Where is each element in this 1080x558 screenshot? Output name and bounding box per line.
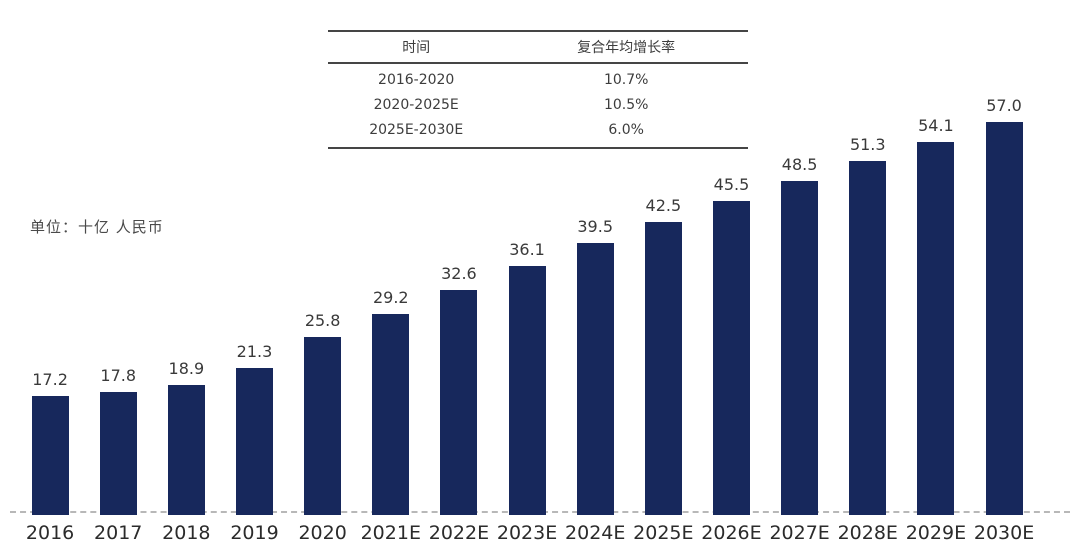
bar-plot: 17.2 17.8 18.9 21.3 25.8 29.2 32.6 36.1 39.5 42.5… bbox=[16, 0, 1038, 515]
bar bbox=[508, 266, 546, 515]
cagr-table-row: 2016-2020 10.7% bbox=[328, 67, 748, 92]
x-axis-label: 2016 bbox=[25, 522, 75, 544]
x-axis-label: 2028E bbox=[837, 522, 898, 544]
x-axis-label: 2023E bbox=[496, 522, 558, 544]
x-axis-labels: 2016 2017 2018 2019 2020 2021E 2022E 2023E 2024E… bbox=[16, 522, 1038, 544]
bar-group: 25.8 bbox=[289, 311, 357, 515]
bar-value-label: 51.3 bbox=[849, 135, 886, 154]
unit-label: 单位：十亿 人民币 bbox=[30, 218, 164, 236]
bar-value-label: 57.0 bbox=[986, 96, 1022, 115]
bar-value-label: 18.9 bbox=[168, 359, 205, 378]
cagr-period-cell: 2020-2025E bbox=[373, 96, 459, 113]
cagr-table-header-cagr: 复合年均增长率 bbox=[577, 40, 676, 56]
cagr-value-cell: 6.0% bbox=[608, 121, 644, 138]
x-axis-label: 2019 bbox=[230, 522, 279, 544]
bar-value-label: 21.3 bbox=[236, 342, 273, 361]
x-axis-label: 2024E bbox=[565, 522, 626, 544]
cagr-table-row: 2025E-2030E 6.0% bbox=[328, 117, 748, 142]
bar-value-label: 45.5 bbox=[713, 175, 750, 194]
bar-value-label: 36.1 bbox=[509, 240, 545, 259]
bar-group: 42.5 bbox=[629, 196, 697, 515]
x-axis-label: 2022E bbox=[428, 522, 490, 544]
bar-group: 45.5 bbox=[697, 175, 765, 515]
bar bbox=[372, 314, 410, 515]
bar-group: 29.2 bbox=[357, 288, 425, 515]
cagr-value-cell: 10.7% bbox=[603, 71, 649, 88]
cagr-table-row: 2020-2025E 10.5% bbox=[328, 92, 748, 117]
cagr-table: 时间 复合年均增长率 2016-2020 10.7% 2020-2025E 10.5%… bbox=[328, 30, 748, 149]
bar-value-label: 39.5 bbox=[577, 217, 613, 236]
bar bbox=[167, 385, 205, 515]
bar bbox=[917, 142, 955, 515]
cagr-table-header-period: 时间 bbox=[402, 40, 431, 56]
cagr-table-body: 2016-2020 10.7% 2020-2025E 10.5% 2025E-2030E… bbox=[328, 64, 748, 149]
bar bbox=[304, 337, 342, 515]
bar bbox=[985, 122, 1023, 515]
bar-group: 57.0 bbox=[970, 96, 1038, 515]
x-axis-label: 2017 bbox=[94, 522, 143, 544]
x-axis-label: 2025E bbox=[633, 522, 694, 544]
bar bbox=[576, 243, 614, 515]
bar-group: 18.9 bbox=[152, 359, 220, 515]
x-axis-label: 2026E bbox=[701, 522, 762, 544]
bar bbox=[644, 222, 682, 515]
x-axis-label: 2030E bbox=[973, 522, 1035, 544]
cagr-value-cell: 10.5% bbox=[603, 96, 649, 113]
bar-group: 21.3 bbox=[220, 342, 288, 515]
bar bbox=[712, 201, 750, 515]
bar bbox=[99, 392, 137, 515]
bar-value-label: 25.8 bbox=[304, 311, 341, 330]
bar-group: 36.1 bbox=[493, 240, 561, 515]
bar-value-label: 17.2 bbox=[32, 370, 68, 389]
bar-value-label: 17.8 bbox=[100, 366, 137, 385]
bar-group: 32.6 bbox=[425, 264, 493, 515]
bar-value-label: 32.6 bbox=[441, 264, 477, 283]
bar-value-label: 48.5 bbox=[781, 155, 818, 174]
bar-group: 17.8 bbox=[84, 366, 152, 515]
x-axis-label: 2027E bbox=[769, 522, 830, 544]
x-axis-label: 2021E bbox=[360, 522, 421, 544]
bar-value-label: 42.5 bbox=[645, 196, 682, 215]
cagr-period-cell: 2016-2020 bbox=[378, 71, 455, 88]
x-axis-label: 2029E bbox=[905, 522, 967, 544]
bar bbox=[781, 181, 819, 515]
x-axis-label: 2018 bbox=[162, 522, 211, 544]
bar-value-label: 54.1 bbox=[918, 116, 954, 135]
bar-group: 48.5 bbox=[766, 155, 834, 515]
bar bbox=[31, 396, 69, 515]
bar-group: 39.5 bbox=[561, 217, 629, 515]
x-axis-label: 2020 bbox=[298, 522, 347, 544]
cagr-period-cell: 2025E-2030E bbox=[369, 121, 464, 138]
bar bbox=[849, 161, 887, 515]
bar bbox=[440, 290, 478, 515]
bar-group: 54.1 bbox=[902, 116, 970, 515]
bar-group: 17.2 bbox=[16, 370, 84, 515]
bar-group: 51.3 bbox=[834, 135, 902, 515]
bar bbox=[235, 368, 273, 515]
bar-value-label: 29.2 bbox=[372, 288, 409, 307]
cagr-table-header-row: 时间 复合年均增长率 bbox=[328, 30, 748, 64]
